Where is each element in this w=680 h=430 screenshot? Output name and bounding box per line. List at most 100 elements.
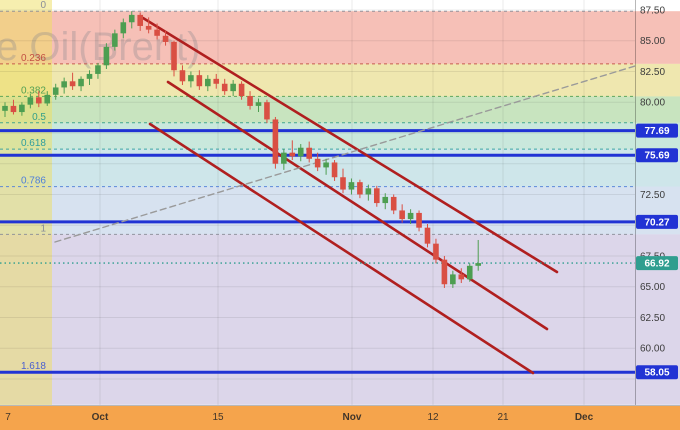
svg-text:58.05: 58.05 (644, 368, 669, 379)
candle-body (128, 14, 135, 23)
price-tick-label: 80.00 (640, 98, 665, 109)
candle-body (314, 158, 321, 168)
price-tick-label: 72.50 (640, 190, 665, 201)
candle-body (69, 81, 76, 87)
candle-body (306, 147, 312, 159)
candle-body (450, 274, 456, 285)
candle-body (331, 162, 338, 178)
candle-body (213, 78, 220, 84)
left-highlight-band (0, 0, 52, 405)
time-axis[interactable]: 7 Oct 15 Nov 12 21 Dec (0, 406, 680, 430)
candle-body (466, 265, 473, 280)
candle-body (264, 102, 270, 120)
candle-body (382, 196, 389, 204)
candle-body (86, 73, 93, 79)
fib-band (0, 96, 680, 123)
candle-body (112, 33, 118, 47)
candle-body (424, 227, 431, 244)
candle-body (357, 182, 363, 195)
candle-body (365, 188, 372, 195)
candle-body (137, 14, 143, 26)
candle-body (238, 83, 245, 97)
candle-body (247, 96, 253, 106)
candle-body (27, 97, 34, 105)
candle-body (323, 162, 329, 168)
price-tick-label: 87.50 (640, 5, 665, 16)
candle-body (171, 41, 177, 71)
candle-body (44, 94, 51, 104)
candle-body (52, 87, 59, 95)
price-tick-label: 62.50 (640, 313, 665, 324)
candle-body (348, 182, 355, 190)
candle-body (205, 78, 211, 87)
fib-bands-layer (0, 11, 680, 405)
fib-band (0, 122, 680, 150)
candle-body (221, 83, 228, 92)
price-badge: 58.05 (636, 365, 678, 380)
candle-body (10, 105, 17, 113)
price-badge: 75.69 (636, 148, 678, 163)
fib-level-label: 1.618 (21, 361, 46, 372)
candle-body (103, 46, 110, 66)
candle-body (162, 35, 169, 42)
time-tick-label: 7 (5, 412, 11, 423)
candle-body (2, 105, 8, 111)
channel-middle-line[interactable] (166, 80, 549, 331)
candle-body (289, 152, 296, 157)
candle-body (255, 102, 262, 106)
price-tick-label: 65.00 (640, 282, 665, 293)
candle-body (36, 97, 42, 104)
fib-level-label: 0.382 (21, 85, 46, 96)
time-tick-label: Nov (343, 412, 362, 423)
rising-dashed-trendline[interactable] (54, 63, 645, 243)
svg-text:75.69: 75.69 (644, 151, 669, 162)
horizontal-price-lines-layer[interactable] (0, 129, 635, 374)
candle-body (390, 196, 397, 211)
price-tick-label: 85.00 (640, 36, 665, 47)
fib-level-label: 0.236 (21, 53, 46, 64)
candle-body (407, 212, 414, 220)
candle-body (340, 177, 346, 190)
candle-body (78, 78, 84, 87)
candle-body (19, 104, 25, 113)
candle-body (433, 243, 439, 260)
time-tick-label: 12 (427, 412, 439, 423)
candle-body (297, 147, 304, 157)
candle-body (188, 75, 194, 82)
svg-text:70.27: 70.27 (644, 217, 669, 228)
svg-text:66.92: 66.92 (644, 259, 669, 270)
candle-body (441, 259, 448, 285)
time-tick-label: 15 (212, 412, 224, 423)
fib-band (0, 63, 680, 97)
time-tick-label: Oct (92, 412, 109, 423)
svg-text:77.69: 77.69 (644, 126, 669, 137)
candle-body (281, 152, 287, 164)
price-badge: 70.27 (636, 214, 678, 229)
price-axis[interactable]: 87.5085.0082.5080.0072.5067.5065.0062.50… (636, 5, 678, 380)
candle-body (196, 75, 203, 87)
fib-level-label: 0.786 (21, 176, 46, 187)
price-badge: 77.69 (636, 123, 678, 138)
price-tick-label: 82.50 (640, 67, 665, 78)
time-tick-label: 21 (497, 412, 509, 423)
time-axis-background[interactable] (0, 406, 680, 430)
channel-lower-line[interactable] (148, 122, 535, 375)
fib-level-label: 1 (40, 223, 46, 234)
candlestick-series (2, 11, 481, 288)
price-tick-label: 60.00 (640, 344, 665, 355)
candle-body (458, 274, 465, 280)
time-tick-label: Dec (575, 412, 594, 423)
candle-body (61, 81, 67, 88)
candle-body (95, 65, 101, 74)
channel-upper-line[interactable] (141, 16, 559, 274)
fib-level-label: 0 (40, 0, 46, 11)
trendlines-layer[interactable] (54, 16, 645, 375)
candle-body (374, 188, 380, 204)
candle-body (120, 22, 127, 34)
candle-body (230, 83, 236, 92)
price-badge: 66.92 (636, 256, 678, 271)
candle-body (272, 119, 279, 164)
